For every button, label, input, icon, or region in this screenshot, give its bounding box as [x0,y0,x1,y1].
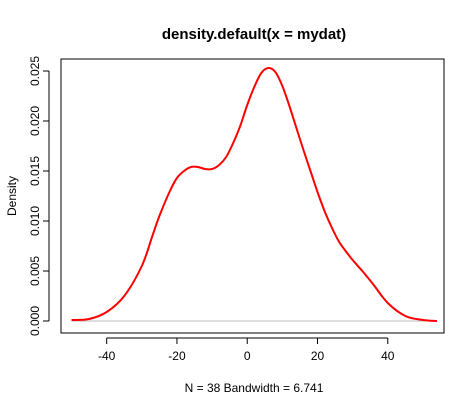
y-tick-label: 0.025 [28,56,42,86]
y-tick-label: 0.005 [28,256,42,286]
x-tick-label: 40 [381,349,395,363]
y-tick-label: 0.020 [28,106,42,136]
x-tick-label: 20 [311,349,325,363]
density-curve [71,66,438,322]
y-tick-label: 0.010 [28,206,42,236]
x-tick-label: 0 [244,349,251,363]
y-axis-label: Density [5,176,19,216]
y-axis: 0.000 0.005 0.010 0.015 0.020 0.025 [28,56,50,336]
plot-frame [60,58,445,334]
x-tick-label: -20 [168,349,186,363]
y-tick-label: 0.000 [28,306,42,336]
x-tick-label: -40 [98,349,116,363]
chart-title: density.default(x = mydat) [162,26,346,43]
x-axis-label: N = 38 Bandwidth = 6.741 [185,381,324,395]
y-tick-label: 0.015 [28,156,42,186]
plot-marks [71,66,438,322]
x-axis: -40 -20 0 20 40 [98,337,395,363]
